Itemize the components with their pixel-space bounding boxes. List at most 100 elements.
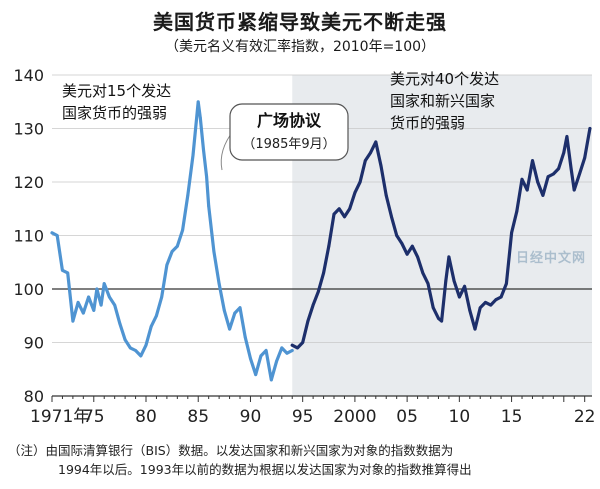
- data-point-early-43: [259, 354, 263, 358]
- data-point-late-32: [452, 279, 456, 283]
- data-point-early-11: [102, 282, 106, 286]
- y-tick-label-80: 80: [24, 387, 44, 406]
- y-tick-label-140: 140: [13, 66, 44, 85]
- data-point-early-41: [249, 357, 252, 360]
- data-point-late-22: [405, 252, 409, 256]
- data-point-late-41: [499, 295, 503, 299]
- data-point-late-27: [431, 306, 435, 310]
- data-point-early-31: [202, 148, 205, 152]
- data-point-early-1: [55, 234, 59, 237]
- data-point-early-20: [149, 325, 153, 328]
- data-point-late-53: [562, 151, 566, 154]
- data-point-late-50: [546, 175, 550, 179]
- data-point-late-25: [421, 271, 425, 275]
- data-point-early-38: [233, 311, 237, 315]
- data-point-late-36: [473, 327, 477, 331]
- data-point-early-2: [61, 268, 64, 272]
- x-tick-label-2015: 15: [501, 407, 523, 427]
- x-tick-label-2022: 22: [574, 407, 596, 427]
- data-point-early-42: [254, 373, 258, 376]
- data-point-early-4: [71, 319, 75, 323]
- data-point-late-14: [363, 159, 367, 163]
- y-tick-label-120: 120: [13, 173, 44, 192]
- data-point-late-26: [426, 282, 430, 286]
- data-point-late-7: [327, 244, 331, 248]
- data-point-early-8: [92, 309, 96, 312]
- data-point-late-21: [400, 242, 404, 245]
- data-point-early-33: [207, 204, 211, 208]
- early-series-label: 美元对15个发达 国家货币的强弱: [62, 82, 171, 122]
- data-point-late-35: [468, 309, 472, 312]
- data-point-early-34: [212, 250, 216, 253]
- data-point-early-30: [198, 116, 202, 120]
- x-tick-label-1995: 95: [292, 407, 314, 427]
- data-point-early-3: [66, 271, 70, 275]
- late-label-line-2: 国家和新兴国家: [390, 92, 495, 110]
- data-point-late-54: [565, 135, 569, 138]
- data-point-late-42: [504, 282, 508, 286]
- data-point-late-30: [444, 279, 448, 283]
- x-tick-label-2000: 2000: [333, 407, 376, 427]
- data-point-early-37: [228, 327, 231, 331]
- data-point-late-31: [447, 255, 451, 259]
- data-point-late-47: [531, 159, 534, 163]
- data-point-late-0: [290, 343, 294, 347]
- x-tick-label-1975: 75: [83, 407, 105, 427]
- data-point-late-44: [515, 210, 519, 213]
- data-point-late-12: [353, 191, 357, 195]
- y-tick-label-100: 100: [13, 280, 44, 299]
- data-point-late-57: [578, 172, 581, 176]
- x-tick-label-1990: 90: [240, 407, 262, 427]
- data-point-late-18: [384, 193, 388, 197]
- data-point-late-48: [536, 180, 540, 184]
- data-point-early-17: [134, 349, 137, 352]
- data-point-late-11: [348, 207, 352, 211]
- early-label-line-2: 国家货币的强弱: [62, 104, 167, 122]
- data-point-early-49: [290, 349, 294, 352]
- data-point-early-0: [50, 231, 54, 235]
- data-point-late-2: [301, 341, 305, 344]
- data-point-early-5: [76, 300, 80, 304]
- data-point-early-10: [99, 303, 103, 307]
- data-point-late-5: [316, 290, 320, 294]
- late-label-line-3: 货币的强弱: [390, 114, 465, 132]
- data-point-late-55: [569, 167, 573, 171]
- data-point-early-48: [285, 351, 289, 355]
- data-point-early-15: [123, 338, 127, 342]
- data-point-early-6: [81, 311, 85, 315]
- data-point-late-23: [410, 244, 414, 248]
- data-point-late-51: [551, 172, 555, 176]
- watermark: 日经中文网: [515, 251, 586, 266]
- data-point-early-12: [108, 295, 111, 299]
- x-tick-label-1980: 80: [135, 407, 157, 427]
- footnote-line-2: 1994年以后。1993年以前的数据为根据以发达国家为对象的指数推算得出: [58, 462, 472, 477]
- data-point-late-33: [457, 295, 461, 299]
- data-point-late-40: [494, 298, 498, 302]
- plaza-accord-callout: 广场协议 （1985年9月）: [220, 103, 349, 171]
- y-tick-label-90: 90: [24, 334, 44, 353]
- series-lines: [50, 100, 592, 382]
- series-line-40-developed-emerging: [290, 126, 592, 350]
- data-point-early-32: [205, 175, 208, 179]
- data-point-early-47: [280, 346, 284, 350]
- data-point-late-58: [583, 156, 587, 160]
- data-point-early-28: [191, 153, 195, 157]
- data-point-early-39: [238, 306, 242, 310]
- data-point-early-18: [139, 354, 143, 358]
- data-point-late-43: [510, 231, 513, 235]
- data-point-early-46: [275, 359, 278, 363]
- data-point-late-13: [358, 180, 362, 184]
- data-point-late-49: [541, 193, 545, 197]
- data-point-late-10: [343, 215, 346, 219]
- x-tick-label-2005: 05: [396, 407, 418, 427]
- data-point-early-21: [155, 314, 158, 318]
- data-point-late-37: [478, 306, 482, 310]
- data-point-late-52: [557, 167, 560, 171]
- x-tick-label-2010: 10: [449, 407, 471, 427]
- late-label-line-1: 美元对40个发达: [390, 70, 499, 88]
- data-point-early-19: [144, 343, 148, 347]
- data-point-late-1: [296, 346, 299, 350]
- data-point-late-29: [440, 319, 443, 323]
- x-tick-label-1985: 85: [187, 407, 209, 427]
